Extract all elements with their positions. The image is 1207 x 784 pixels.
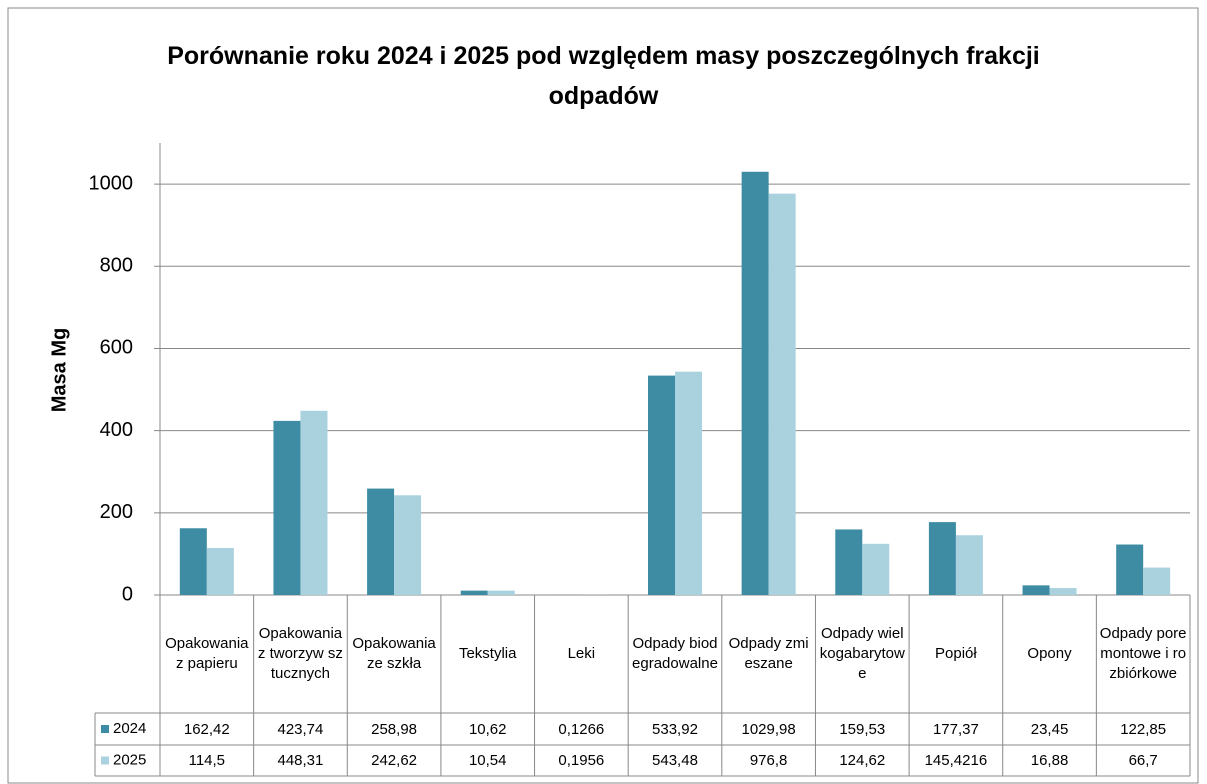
x-tick-label: Opony xyxy=(1027,645,1072,662)
bar xyxy=(1116,544,1144,595)
y-tick-label: 400 xyxy=(100,419,133,441)
bar xyxy=(741,171,769,595)
x-tick-label: Odpady zmieszane xyxy=(728,635,809,672)
data-table-value: 124,62 xyxy=(839,752,886,769)
data-table-value: 10,54 xyxy=(468,752,507,769)
y-tick-label: 200 xyxy=(100,501,133,523)
data-table-value: 258,98 xyxy=(371,720,418,738)
x-tick-label: Odpady wielkogabarytowe xyxy=(819,625,905,682)
data-table-value: 10,62 xyxy=(468,720,507,738)
data-table-value: 122,85 xyxy=(1120,720,1167,738)
y-tick-label: 1000 xyxy=(89,172,134,194)
bar xyxy=(460,590,488,595)
data-table-value: 162,42 xyxy=(183,720,230,738)
data-table-value: 533,92 xyxy=(652,720,698,738)
legend-swatch xyxy=(101,756,109,765)
data-table-value: 114,5 xyxy=(188,752,226,769)
legend-label: 2024 xyxy=(113,720,146,737)
data-table-value: 0,1266 xyxy=(558,720,605,738)
data-table-value: 423,74 xyxy=(277,720,324,738)
bar xyxy=(300,410,328,595)
bar xyxy=(179,528,207,595)
bar xyxy=(487,590,515,595)
data-table-value: 159,53 xyxy=(839,720,886,738)
data-table-value: 1029,98 xyxy=(741,720,796,738)
bar xyxy=(1022,585,1050,595)
bar xyxy=(273,420,301,595)
x-tick-label: Opakowania z papieru xyxy=(165,635,249,672)
x-tick-label: Opakowania z tworzyw sztucznych xyxy=(257,625,343,682)
data-table-value: 66,7 xyxy=(1128,752,1158,769)
data-table-value: 16,88 xyxy=(1030,752,1069,769)
legend-swatch xyxy=(101,725,109,733)
bar xyxy=(955,535,983,595)
data-table-value: 976,8 xyxy=(749,752,788,769)
bar xyxy=(862,543,890,595)
x-tick-label: Tekstylia xyxy=(458,645,517,662)
x-tick-label: Popiół xyxy=(935,645,977,662)
bar xyxy=(367,488,395,595)
y-tick-label: 800 xyxy=(100,255,133,277)
bar xyxy=(648,375,675,595)
y-tick-label: 600 xyxy=(100,337,133,359)
data-table-value: 242,62 xyxy=(371,752,418,769)
chart-border xyxy=(7,7,1199,784)
bar xyxy=(1143,567,1171,595)
data-table-value: 177,37 xyxy=(932,720,979,738)
bar xyxy=(394,495,422,595)
data-table-value: 448,31 xyxy=(277,752,324,769)
data-table-value: 0,1956 xyxy=(558,752,605,769)
x-tick-label: Leki xyxy=(567,645,596,662)
data-table-value: 543,48 xyxy=(652,752,698,769)
bar xyxy=(928,522,956,595)
legend-label: 2025 xyxy=(113,751,146,768)
y-axis-label: Masa Mg xyxy=(48,328,70,412)
data-table-value: 23,45 xyxy=(1030,720,1069,738)
data-table-value: 145,4216 xyxy=(924,752,988,769)
bar xyxy=(675,371,702,595)
bar xyxy=(206,547,234,595)
y-tick-label: 0 xyxy=(122,583,133,605)
x-tick-label: Odpady biodegradowalne xyxy=(632,635,718,672)
bar xyxy=(1049,588,1077,595)
x-tick-label: Opakowania ze szkła xyxy=(352,635,436,672)
chart-title: Porównanie roku 2024 i 2025 pod względem… xyxy=(167,42,1040,110)
bar xyxy=(835,529,863,595)
x-tick-label: Odpady poremontowe i rozbiórkowe xyxy=(1099,625,1187,682)
bar xyxy=(768,193,796,595)
